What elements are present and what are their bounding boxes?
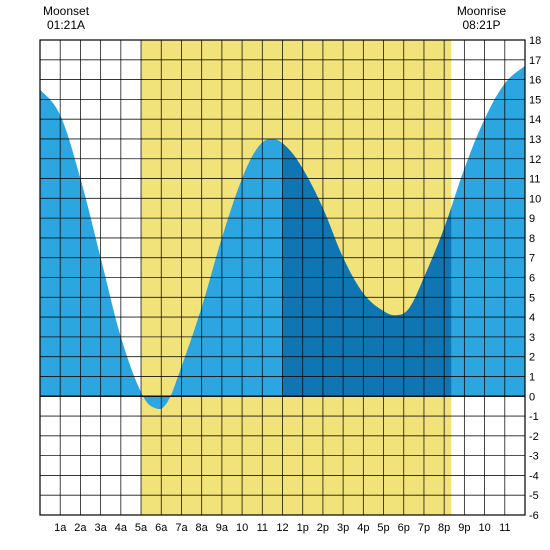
svg-text:8: 8: [529, 233, 535, 245]
svg-text:4: 4: [529, 312, 535, 324]
svg-text:11: 11: [529, 174, 540, 186]
svg-text:8p: 8p: [438, 522, 450, 534]
svg-text:8a: 8a: [196, 522, 209, 534]
svg-text:0: 0: [529, 391, 535, 403]
moonset-label: Moonset 01:21A: [43, 4, 89, 33]
svg-text:6p: 6p: [398, 522, 410, 534]
svg-text:7: 7: [529, 253, 535, 265]
svg-text:13: 13: [529, 134, 541, 146]
svg-text:1a: 1a: [54, 522, 67, 534]
svg-text:12: 12: [529, 154, 541, 166]
svg-text:10: 10: [236, 522, 248, 534]
svg-text:-4: -4: [529, 470, 539, 482]
svg-text:7p: 7p: [418, 522, 430, 534]
svg-text:5: 5: [529, 292, 535, 304]
svg-text:-3: -3: [529, 451, 539, 463]
svg-text:10: 10: [478, 522, 490, 534]
svg-text:-5: -5: [529, 490, 539, 502]
svg-text:16: 16: [529, 75, 541, 87]
svg-text:-2: -2: [529, 431, 539, 443]
svg-text:15: 15: [529, 94, 541, 106]
svg-text:9a: 9a: [216, 522, 229, 534]
svg-text:2p: 2p: [317, 522, 329, 534]
svg-text:4p: 4p: [357, 522, 369, 534]
svg-text:11: 11: [499, 522, 510, 534]
svg-text:2: 2: [529, 352, 535, 364]
svg-text:-1: -1: [529, 411, 539, 423]
svg-text:6a: 6a: [155, 522, 168, 534]
svg-text:1: 1: [529, 371, 535, 383]
svg-text:18: 18: [529, 35, 541, 47]
svg-text:10: 10: [529, 193, 541, 205]
chart-svg: 1817161514131211109876543210-1-2-3-4-5-6…: [0, 0, 550, 550]
moonset-title: Moonset: [43, 4, 89, 18]
moonrise-time: 08:21P: [413, 18, 550, 32]
svg-text:9: 9: [529, 213, 535, 225]
svg-text:12: 12: [276, 522, 288, 534]
svg-text:17: 17: [529, 55, 541, 67]
svg-text:1p: 1p: [297, 522, 309, 534]
svg-text:4a: 4a: [115, 522, 128, 534]
tide-chart: Moonset 01:21A Moonrise 08:21P 181716151…: [0, 0, 550, 550]
moonset-time: 01:21A: [43, 18, 89, 32]
svg-text:3p: 3p: [337, 522, 349, 534]
svg-text:14: 14: [529, 114, 541, 126]
svg-text:2a: 2a: [74, 522, 87, 534]
svg-text:3a: 3a: [95, 522, 108, 534]
svg-text:6: 6: [529, 273, 535, 285]
svg-text:9p: 9p: [458, 522, 470, 534]
svg-text:5a: 5a: [135, 522, 148, 534]
svg-text:-6: -6: [529, 510, 539, 522]
moonrise-label: Moonrise 08:21P: [413, 4, 550, 33]
svg-text:7a: 7a: [175, 522, 188, 534]
svg-text:3: 3: [529, 332, 535, 344]
moonrise-title: Moonrise: [413, 4, 550, 18]
svg-text:11: 11: [257, 522, 268, 534]
svg-text:5p: 5p: [377, 522, 389, 534]
